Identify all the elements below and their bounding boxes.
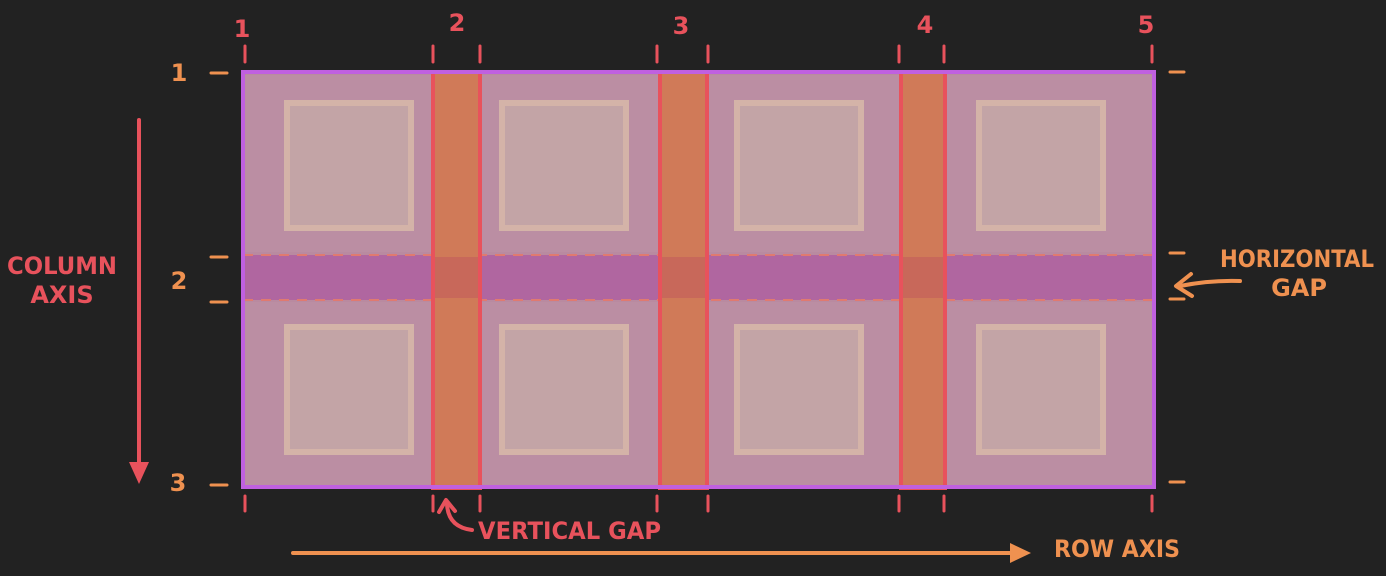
grid-item (499, 100, 629, 231)
column-line-number: 5 (1138, 11, 1155, 39)
column-line-number: 4 (917, 11, 934, 39)
vertical-gap-arrow (445, 502, 474, 532)
grid-item (284, 100, 414, 231)
column-axis-label: AXIS (30, 281, 93, 309)
gap-intersection (662, 257, 705, 298)
grid-item (976, 324, 1106, 455)
gap-intersection (435, 257, 478, 298)
column-line-number: 2 (449, 9, 466, 37)
column-axis-label: COLUMN (7, 252, 117, 280)
column-line-number: 3 (673, 12, 690, 40)
vertical-gap-label: VERTICAL GAP (478, 517, 661, 545)
gap-intersection (903, 257, 943, 298)
row-line-number: 3 (170, 469, 187, 497)
row-line-number: 1 (171, 59, 188, 87)
horizontal-gap-label: GAP (1271, 274, 1327, 302)
horizontal-gap-label: HORIZONTAL (1220, 245, 1374, 273)
grid-outline (241, 70, 1156, 489)
row-axis-arrowhead (1010, 543, 1031, 563)
vertical-gap-arrowhead (437, 498, 457, 514)
grid-item (284, 324, 414, 455)
grid-item (734, 100, 864, 231)
row-axis-label: ROW AXIS (1054, 535, 1180, 563)
column-line-number: 1 (234, 15, 251, 43)
grid-item (499, 324, 629, 455)
horizontal-gap-arrow (1178, 278, 1242, 288)
grid-item (976, 100, 1106, 231)
grid-item (734, 324, 864, 455)
row-line-number: 2 (171, 267, 188, 295)
column-axis-arrowhead (129, 462, 149, 484)
horizontal-gap-arrowhead (1174, 272, 1194, 298)
